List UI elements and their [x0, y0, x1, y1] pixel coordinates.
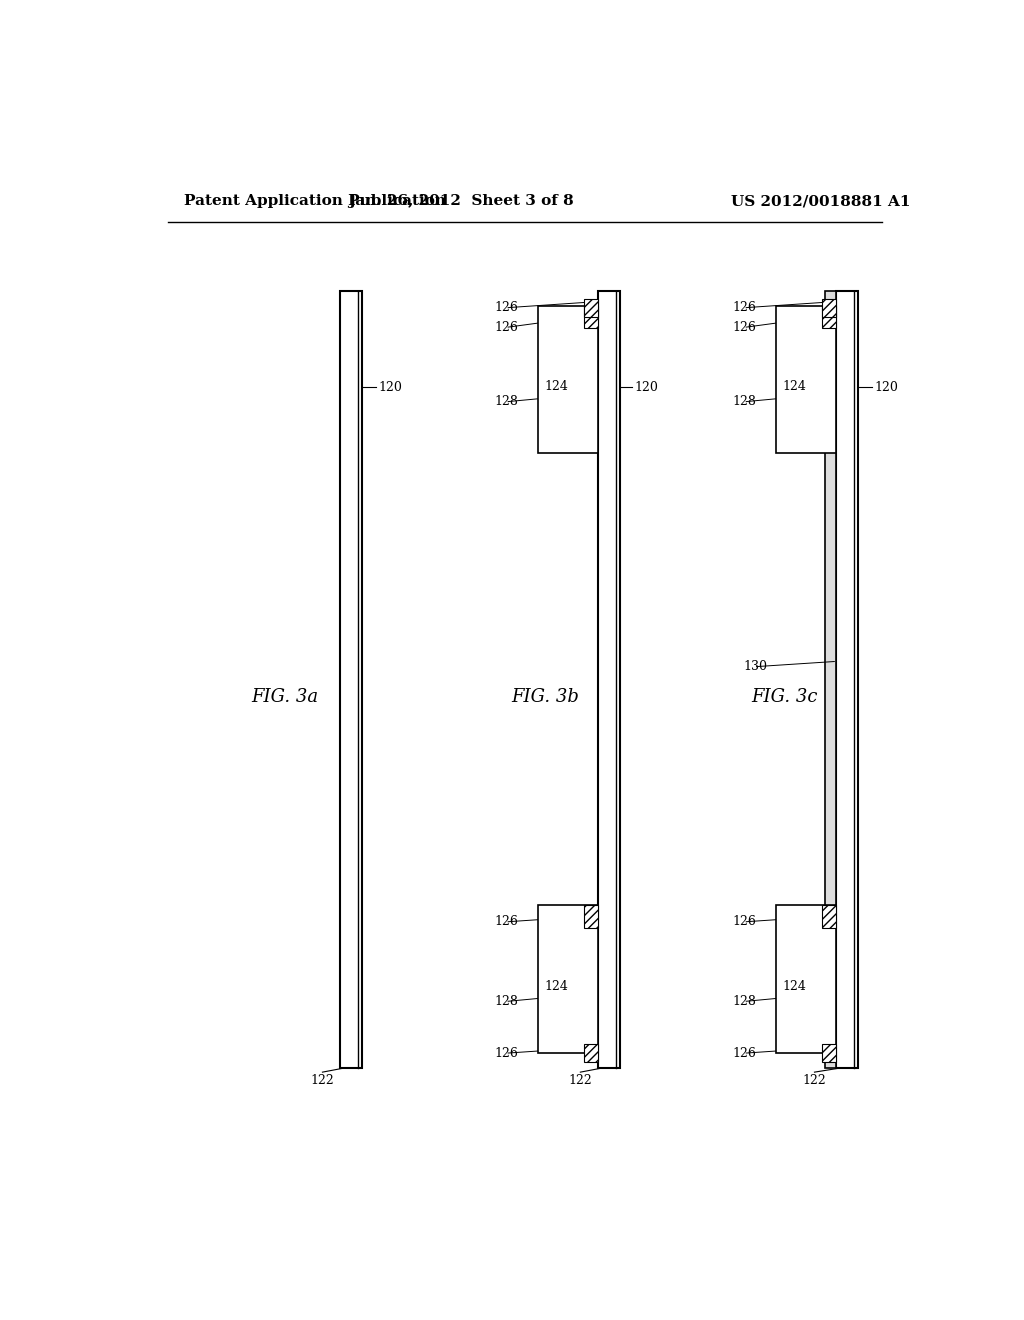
Text: 122: 122: [310, 1073, 334, 1086]
Bar: [821, 1044, 836, 1063]
Text: 124: 124: [782, 979, 807, 993]
Bar: [776, 906, 836, 1053]
Text: FIG. 3a: FIG. 3a: [251, 688, 318, 706]
Text: 130: 130: [743, 660, 767, 673]
Text: FIG. 3c: FIG. 3c: [751, 688, 817, 706]
Text: 126: 126: [733, 915, 757, 928]
Text: 120: 120: [873, 380, 898, 393]
Text: 124: 124: [545, 979, 568, 993]
Bar: [340, 290, 362, 1068]
Bar: [821, 306, 836, 329]
Bar: [836, 290, 858, 1068]
Bar: [821, 298, 836, 317]
Text: 128: 128: [495, 395, 518, 408]
Text: 126: 126: [495, 915, 518, 928]
Text: 122: 122: [568, 1073, 592, 1086]
Bar: [584, 906, 598, 928]
Bar: [539, 906, 598, 1053]
Text: 124: 124: [545, 380, 568, 393]
Text: 126: 126: [733, 301, 757, 314]
Text: 124: 124: [782, 380, 807, 393]
Text: 126: 126: [733, 1047, 757, 1060]
Text: 128: 128: [733, 395, 757, 408]
Text: 128: 128: [495, 995, 518, 1007]
Bar: [584, 1044, 598, 1063]
Text: 128: 128: [733, 995, 757, 1007]
Text: Patent Application Publication: Patent Application Publication: [183, 194, 445, 209]
Text: 120: 120: [378, 380, 401, 393]
Text: 122: 122: [803, 1073, 826, 1086]
Bar: [821, 906, 836, 928]
Bar: [824, 290, 836, 1068]
Text: 126: 126: [733, 321, 757, 334]
Text: 126: 126: [495, 321, 518, 334]
Text: Jan. 26, 2012  Sheet 3 of 8: Jan. 26, 2012 Sheet 3 of 8: [348, 194, 574, 209]
Text: FIG. 3b: FIG. 3b: [511, 688, 580, 706]
Bar: [584, 306, 598, 329]
Text: 126: 126: [495, 301, 518, 314]
Bar: [584, 298, 598, 317]
Text: 126: 126: [495, 1047, 518, 1060]
Bar: [598, 290, 621, 1068]
Text: US 2012/0018881 A1: US 2012/0018881 A1: [731, 194, 910, 209]
Text: 120: 120: [634, 380, 658, 393]
Bar: [776, 306, 836, 453]
Bar: [539, 306, 598, 453]
